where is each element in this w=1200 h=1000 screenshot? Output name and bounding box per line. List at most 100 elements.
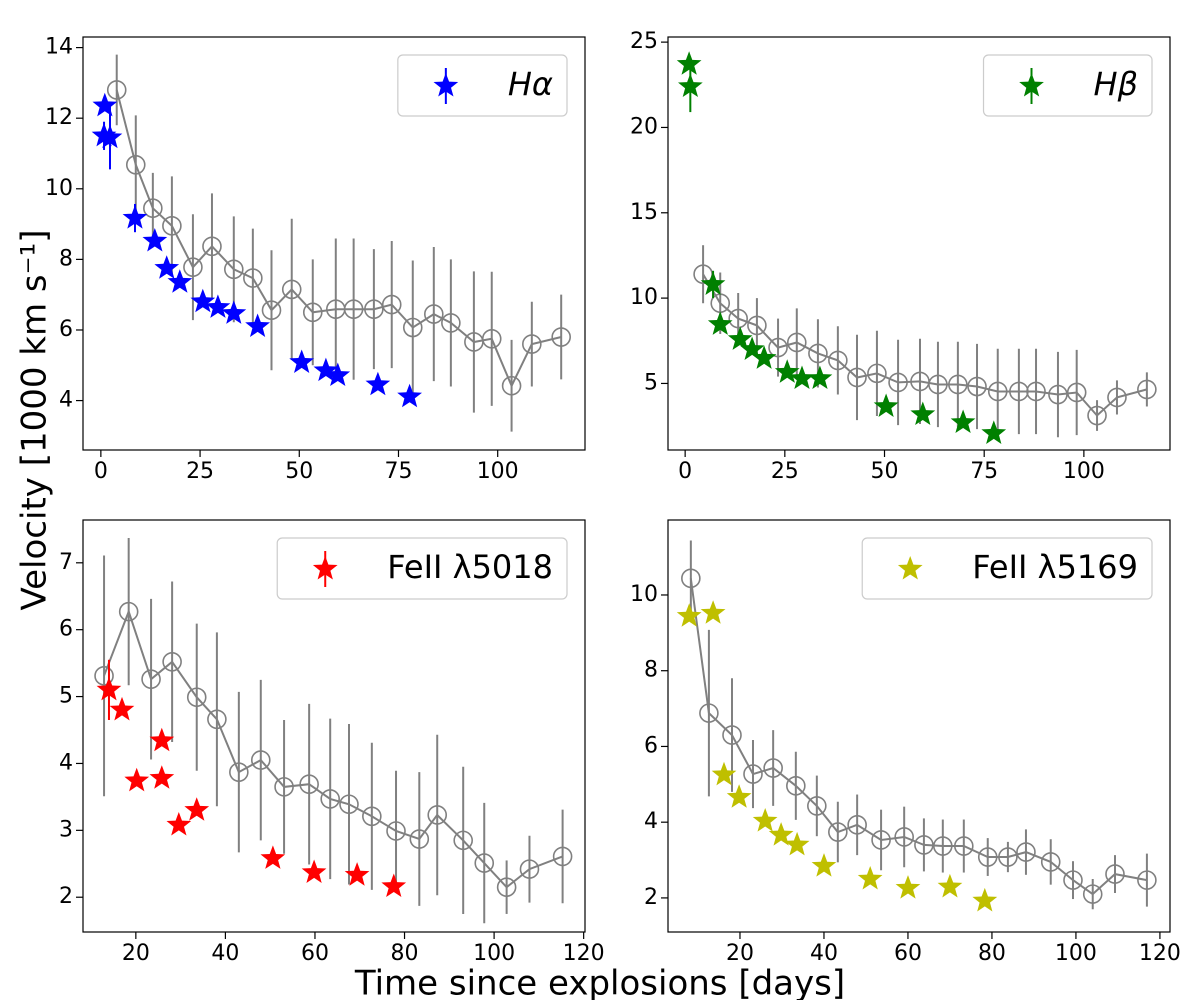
y-tick-label: 25 (630, 29, 658, 54)
circle-point (681, 568, 701, 589)
star-point (739, 336, 765, 360)
circle-point (808, 343, 828, 364)
circle-point (223, 259, 244, 280)
star-point (700, 600, 726, 624)
circle-point (143, 198, 163, 219)
circle-point (386, 821, 406, 841)
star-point (97, 124, 123, 149)
circle-point (162, 216, 182, 236)
star-point (726, 784, 752, 808)
plot-frame (667, 519, 1171, 933)
star-point (124, 767, 150, 792)
legend-frame (982, 54, 1153, 117)
x-tick-label: 100 (473, 941, 515, 966)
circle-point (409, 829, 430, 849)
circle-point (871, 830, 891, 850)
star-point (154, 255, 180, 279)
circle-point (954, 836, 974, 856)
x-tick-label: 0 (678, 459, 692, 484)
y-tick-label: 12 (45, 105, 73, 130)
legend-symbol (433, 73, 459, 97)
circle-point (207, 709, 227, 730)
x-tick-label: 25 (771, 459, 799, 484)
x-tick-label: 100 (1063, 459, 1105, 484)
x-tick-label: 20 (726, 941, 754, 966)
legend-frame (276, 537, 568, 600)
star-point (937, 873, 963, 898)
plot-frame (82, 519, 586, 933)
circle-point (867, 363, 887, 384)
star-point (981, 420, 1007, 444)
star-point (205, 294, 231, 318)
legend-frame (861, 537, 1153, 600)
circle-point (828, 822, 848, 842)
star-point (807, 365, 833, 389)
star-point (752, 808, 778, 832)
star-point (184, 797, 210, 821)
star-point (857, 866, 883, 890)
circle-point (162, 651, 182, 672)
circle-point (722, 725, 742, 745)
circle-point (1009, 381, 1029, 402)
circle-point (728, 308, 748, 329)
star-point (149, 765, 175, 789)
y-tick-label: 6 (59, 317, 73, 342)
circle-point (699, 703, 719, 723)
x-tick-label: 100 (1055, 941, 1097, 966)
circle-point (1066, 382, 1087, 403)
circle-point (828, 350, 848, 371)
star-point (910, 401, 936, 425)
circle-point (343, 299, 364, 319)
circle-point (1026, 381, 1046, 402)
circle-point (441, 313, 461, 333)
circle-point (1082, 884, 1103, 904)
star-point (727, 326, 753, 350)
legend-frame (397, 54, 568, 117)
circle-point (933, 836, 953, 856)
star-point (142, 228, 168, 252)
x-tick-label: 40 (211, 941, 239, 966)
y-tick-label: 8 (644, 658, 658, 683)
circle-point (424, 304, 444, 324)
star-point (381, 873, 407, 897)
star-point (972, 887, 998, 912)
circle-point (888, 372, 908, 393)
star-point (676, 603, 702, 627)
x-tick-label: 100 (477, 459, 519, 484)
x-tick-label: 80 (978, 941, 1006, 966)
star-point (873, 393, 899, 417)
x-tick-label: 25 (186, 459, 214, 484)
star-point (289, 349, 314, 373)
circle-point (302, 302, 323, 323)
star-point (96, 676, 122, 701)
legend-symbol (1019, 73, 1044, 97)
y-tick-label: 10 (630, 285, 658, 310)
circle-point (339, 794, 359, 815)
star-point (221, 300, 247, 324)
x-tick-label: 50 (871, 459, 899, 484)
plot-frame (82, 36, 586, 451)
star-point (707, 311, 733, 335)
circle-point (281, 279, 302, 300)
x-tick-label: 50 (285, 459, 313, 484)
legend: Hβ (982, 54, 1153, 117)
star-point (711, 761, 737, 786)
y-axis-label: Velocity [1000 km s⁻¹] (15, 230, 55, 611)
star-point (895, 875, 921, 899)
legend-label: Hα (508, 65, 553, 103)
y-tick-label: 3 (59, 817, 73, 842)
circle-point (250, 750, 271, 770)
legend-label: Hβ (1094, 65, 1138, 103)
circle-point (1107, 387, 1127, 408)
plot-frame (667, 36, 1171, 451)
star-point (700, 271, 726, 295)
circle-point (453, 830, 473, 851)
circle-point (501, 375, 522, 396)
circle-point (274, 777, 294, 797)
star-point (149, 727, 175, 752)
y-tick-label: 4 (59, 750, 73, 775)
circle-point (1137, 379, 1157, 400)
x-axis-label: Time since explosions [days] (354, 964, 845, 1000)
star-point (678, 73, 703, 97)
